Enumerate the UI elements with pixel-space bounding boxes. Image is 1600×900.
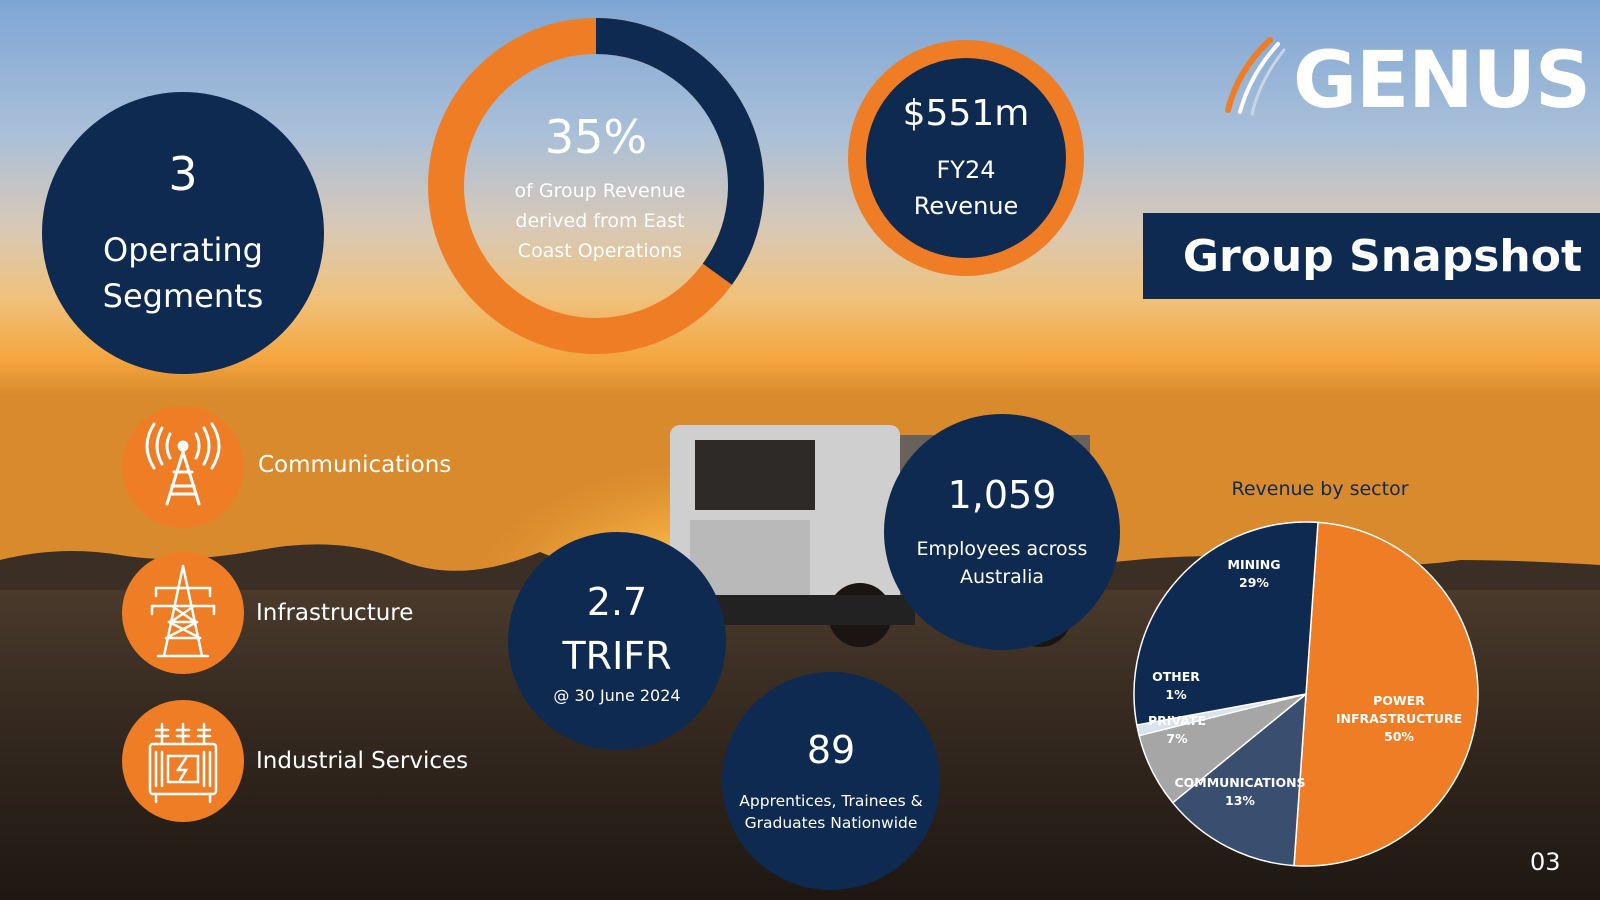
industrial-icon-circle	[122, 700, 244, 822]
genus-logo-swoosh-icon	[1225, 37, 1286, 116]
revenue-circle: $551m FY24 Revenue	[848, 40, 1084, 276]
pie-label-communications: COMMUNICATIONS 13%	[1170, 774, 1310, 810]
communications-icon-circle	[122, 406, 244, 528]
pie-label-mining-value: 29%	[1239, 575, 1269, 590]
pie-label-other: OTHER 1%	[1146, 668, 1206, 704]
pie-label-power-value: 50%	[1384, 729, 1414, 744]
trifr-unit: TRIFR	[562, 633, 672, 678]
page-number: 03	[1530, 848, 1561, 876]
segment-label-communications: Communications	[258, 452, 452, 478]
pie-label-private-value: 7%	[1166, 731, 1188, 746]
genus-logo-text: GENUS	[1293, 36, 1591, 126]
pie-label-communications-value: 13%	[1225, 793, 1255, 808]
banner-title: Group Snapshot	[1182, 230, 1582, 282]
segment-label-industrial-services: Industrial Services	[256, 748, 469, 774]
pie-slice-power-infrastructure	[1293, 521, 1479, 867]
trifr-date: @ 30 June 2024	[553, 685, 681, 705]
pie-label-other-value: 1%	[1165, 687, 1187, 702]
apprentices-value: 89	[806, 728, 856, 772]
employees-value: 1,059	[947, 473, 1057, 517]
employees-circle: 1,059 Employees across Australia	[884, 414, 1120, 650]
operating-segments-circle: 3 Operating Segments	[42, 92, 324, 374]
east-coast-value: 35%	[544, 110, 648, 164]
radio-tower-icon	[145, 422, 221, 506]
segment-label-infrastructure: Infrastructure	[256, 600, 414, 626]
donut-east-coast-arc	[595, 18, 764, 285]
revenue-label: FY24 Revenue	[913, 155, 1019, 220]
group-snapshot-banner: Group Snapshot	[1143, 213, 1600, 299]
revenue-by-sector-pie-chart	[1133, 521, 1479, 867]
apprentices-circle: 89 Apprentices, Trainees & Graduates Nat…	[722, 672, 940, 890]
pie-label-mining: MINING 29%	[1214, 556, 1294, 592]
power-pylon-icon	[150, 564, 216, 658]
infrastructure-icon-circle	[122, 552, 244, 674]
pie-label-mining-name: MINING	[1227, 557, 1281, 572]
trifr-value: 2.7	[586, 579, 648, 624]
pie-label-private: PRIVATE 7%	[1142, 712, 1212, 748]
transformer-icon	[148, 722, 218, 804]
east-coast-donut-chart	[428, 18, 764, 354]
east-coast-label: of Group Revenue derived from East Coast…	[514, 180, 686, 262]
apprentices-label: Apprentices, Trainees & Graduates Nation…	[739, 792, 923, 832]
pie-label-power-name: POWER INFRASTRUCTURE	[1335, 693, 1463, 726]
pie-label-power: POWER INFRASTRUCTURE 50%	[1334, 692, 1464, 746]
employees-label: Employees across Australia	[916, 538, 1088, 588]
pie-slice-communications	[1171, 692, 1307, 867]
pie-chart-title: Revenue by sector	[1231, 478, 1409, 500]
revenue-value: $551m	[902, 92, 1030, 134]
operating-segments-label: Operating Segments	[102, 231, 264, 315]
pie-slice-mining	[1133, 521, 1319, 726]
pie-label-other-name: OTHER	[1152, 669, 1200, 684]
pie-label-private-name: PRIVATE	[1147, 713, 1207, 728]
operating-segments-value: 3	[168, 147, 198, 201]
trifr-circle: 2.7 TRIFR @ 30 June 2024	[508, 532, 726, 750]
pie-label-communications-name: COMMUNICATIONS	[1174, 775, 1306, 790]
